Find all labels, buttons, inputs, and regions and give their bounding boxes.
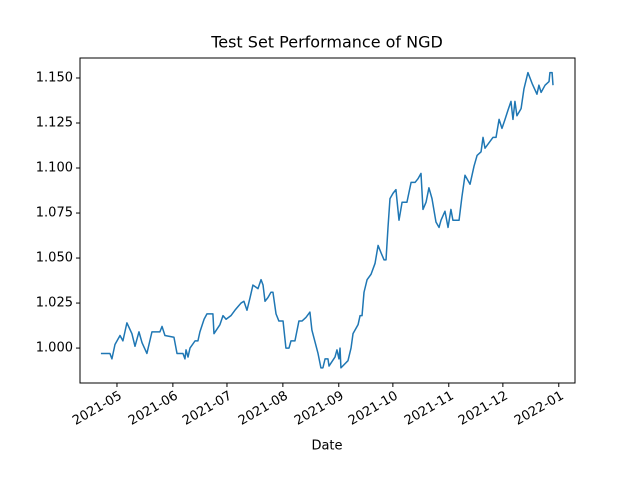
x-axis-label: Date [311, 439, 342, 454]
chart-title: Test Set Performance of NGD [210, 33, 443, 52]
y-tick-label: 1.100 [36, 161, 73, 176]
y-tick-label: 1.125 [36, 116, 73, 131]
y-tick-label: 1.150 [36, 70, 73, 85]
y-tick-label: 1.050 [36, 251, 73, 266]
line-series [100, 71, 554, 369]
y-tick-label: 1.000 [36, 341, 73, 356]
plot-frame [79, 57, 576, 384]
y-tick-label: 1.075 [36, 206, 73, 221]
y-tick-label: 1.025 [36, 296, 73, 311]
